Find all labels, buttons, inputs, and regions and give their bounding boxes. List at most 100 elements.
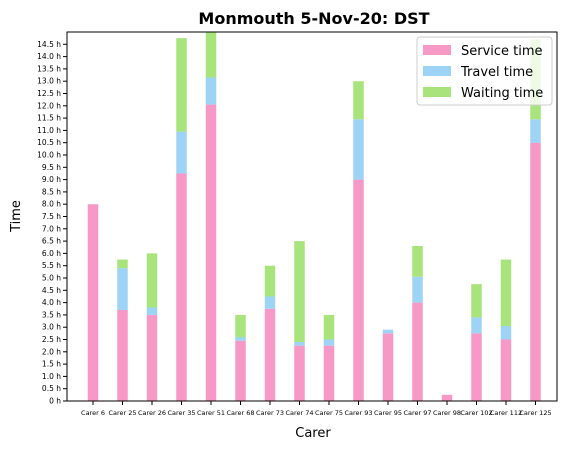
y-tick-label: 2.0 h <box>42 347 61 356</box>
legend-swatch <box>423 45 451 55</box>
x-tick-label: Carer 125 <box>519 409 551 417</box>
bar-waiting-time-carer-68 <box>235 314 246 338</box>
y-tick-label: 7.5 h <box>42 212 61 221</box>
y-tick-label: 0 h <box>49 397 61 406</box>
bar-service-time-carer-125 <box>530 142 541 401</box>
y-tick-label: 9.5 h <box>42 163 61 172</box>
y-tick-label: 4.0 h <box>42 298 61 307</box>
bar-service-time-carer-74 <box>294 345 305 401</box>
bar-service-time-carer-25 <box>117 309 128 401</box>
x-tick-label: Carer 102 <box>460 409 492 417</box>
plot-frame <box>66 31 558 402</box>
bar-service-time-carer-6 <box>87 204 99 401</box>
y-tick-label: 14.5 h <box>37 40 61 49</box>
y-axis-label: Time <box>9 200 24 233</box>
bar-travel-time-carer-26 <box>146 307 158 315</box>
y-tick-label: 11.0 h <box>37 126 61 135</box>
bar-waiting-time-carer-97 <box>412 246 423 277</box>
bar-service-time-carer-102 <box>471 333 482 401</box>
bar-service-time-carer-68 <box>235 340 246 401</box>
bar-travel-time-carer-95 <box>382 329 394 334</box>
y-tick-label: 0.5 h <box>42 384 61 393</box>
y-tick-label: 12.5 h <box>37 89 61 98</box>
y-tick-label: 12.0 h <box>37 101 61 110</box>
y-tick-label: 6.0 h <box>42 249 61 258</box>
y-tick-label: 3.5 h <box>42 310 61 319</box>
bar-travel-time-carer-102 <box>471 317 482 334</box>
bar-waiting-time-carer-26 <box>146 253 158 308</box>
y-tick-label: 7.0 h <box>42 224 61 233</box>
x-axis-label: Carer <box>295 426 331 441</box>
bar-travel-time-carer-35 <box>176 131 187 174</box>
y-tick-label: 2.5 h <box>42 335 61 344</box>
y-tick-label: 8.5 h <box>42 187 61 196</box>
bar-travel-time-carer-51 <box>205 77 217 105</box>
bar-service-time-carer-95 <box>382 333 394 401</box>
x-tick-label: Carer 98 <box>433 409 461 417</box>
bar-service-time-carer-97 <box>412 302 423 401</box>
bar-waiting-time-carer-75 <box>323 314 335 340</box>
x-tick-label: Carer 95 <box>374 409 402 417</box>
bar-waiting-time-carer-74 <box>294 241 305 342</box>
bar-service-time-carer-26 <box>146 314 158 401</box>
y-tick-label: 4.5 h <box>42 286 61 295</box>
x-tick-label: Carer 26 <box>138 409 166 417</box>
y-tick-label: 5.5 h <box>42 261 61 270</box>
chart-title: Monmouth 5-Nov-20: DST <box>198 9 429 28</box>
x-tick-label: Carer 75 <box>315 409 343 417</box>
bar-waiting-time-carer-25 <box>117 259 128 269</box>
bar-waiting-time-carer-51 <box>205 32 217 78</box>
legend-label: Service time <box>461 44 543 59</box>
bar-travel-time-carer-73 <box>264 296 276 309</box>
y-tick-label: 9.0 h <box>42 175 61 184</box>
x-tick-label: Carer 74 <box>285 409 313 417</box>
bars-group <box>87 32 541 401</box>
legend: Service time Travel time Waiting time <box>416 36 553 106</box>
y-tick-label: 13.0 h <box>37 77 61 86</box>
y-tick-label: 1.0 h <box>42 372 61 381</box>
y-axis: 0 h 0.5 h 1.0 h 1.5 h 2.0 h 2.5 h 3.0 h 3.5 h 4.… <box>37 40 67 406</box>
bar-service-time-carer-93 <box>353 179 364 401</box>
x-tick-label: Carer 35 <box>167 409 195 417</box>
x-tick-label: Carer 68 <box>226 409 254 417</box>
y-tick-label: 3.0 h <box>42 323 61 332</box>
y-tick-label: 14.0 h <box>37 52 61 61</box>
bar-service-time-carer-73 <box>264 308 276 401</box>
y-tick-label: 1.5 h <box>42 360 61 369</box>
bar-waiting-time-carer-93 <box>353 81 364 120</box>
bar-service-time-carer-51 <box>205 104 217 401</box>
legend-swatch <box>423 87 451 97</box>
bar-travel-time-carer-112 <box>500 325 512 340</box>
y-tick-label: 10.0 h <box>37 151 61 160</box>
x-tick-label: Carer 73 <box>256 409 284 417</box>
bar-service-time-carer-35 <box>176 173 187 401</box>
bar-travel-time-carer-74 <box>294 341 305 346</box>
legend-swatch <box>423 66 451 76</box>
y-tick-label: 10.5 h <box>37 138 61 147</box>
y-tick-label: 8.0 h <box>42 200 61 209</box>
bar-travel-time-carer-25 <box>117 268 128 310</box>
bar-service-time-carer-75 <box>323 345 335 401</box>
x-tick-label: Carer 112 <box>490 409 522 417</box>
bar-travel-time-carer-93 <box>353 119 364 180</box>
bar-travel-time-carer-68 <box>235 337 246 341</box>
x-tick-label: Carer 6 <box>81 409 105 417</box>
x-axis: Carer 6 Carer 25 Carer 26 Carer 35 Carer 51 C… <box>81 401 552 417</box>
bar-service-time-carer-112 <box>500 339 512 401</box>
legend-label: Travel time <box>460 65 533 80</box>
bar-travel-time-carer-75 <box>323 339 335 346</box>
bar-service-time-carer-98 <box>441 394 453 401</box>
x-tick-label: Carer 93 <box>344 409 372 417</box>
bar-waiting-time-carer-35 <box>176 38 187 132</box>
bar-waiting-time-carer-102 <box>471 284 482 318</box>
x-tick-label: Carer 97 <box>403 409 431 417</box>
legend-label: Waiting time <box>461 86 543 101</box>
y-tick-label: 11.5 h <box>37 114 61 123</box>
bar-waiting-time-carer-73 <box>264 265 276 297</box>
bar-travel-time-carer-97 <box>412 276 423 303</box>
bar-travel-time-carer-125 <box>530 119 541 143</box>
x-tick-label: Carer 51 <box>197 409 225 417</box>
y-tick-label: 6.5 h <box>42 237 61 246</box>
bar-waiting-time-carer-112 <box>500 259 512 326</box>
